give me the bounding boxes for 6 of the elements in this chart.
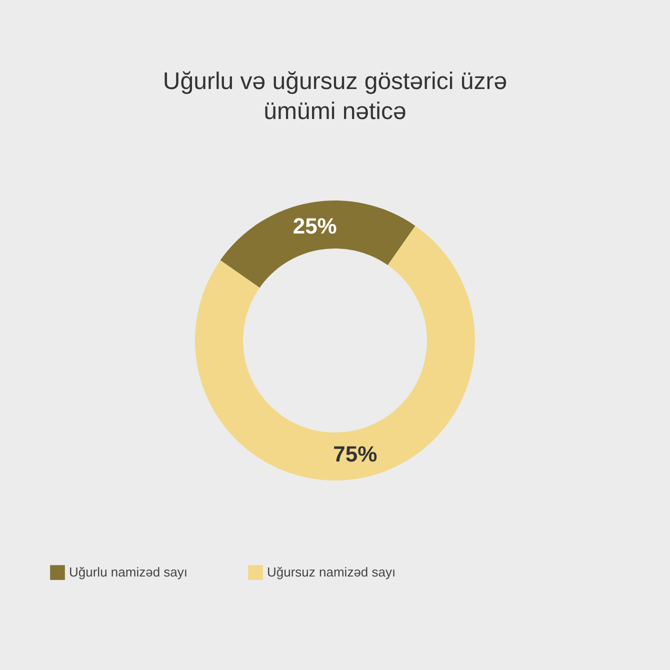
data-label: 25% — [292, 213, 337, 238]
legend-label: Uğursuz namizəd sayı — [267, 564, 396, 580]
legend-label: Uğurlu namizəd sayı — [69, 564, 188, 580]
chart-title: Uğurlu və uğursuz göstərici üzrə ümümi nəticə — [162, 68, 508, 125]
donut-slice — [220, 200, 416, 288]
data-label: 75% — [333, 442, 378, 467]
